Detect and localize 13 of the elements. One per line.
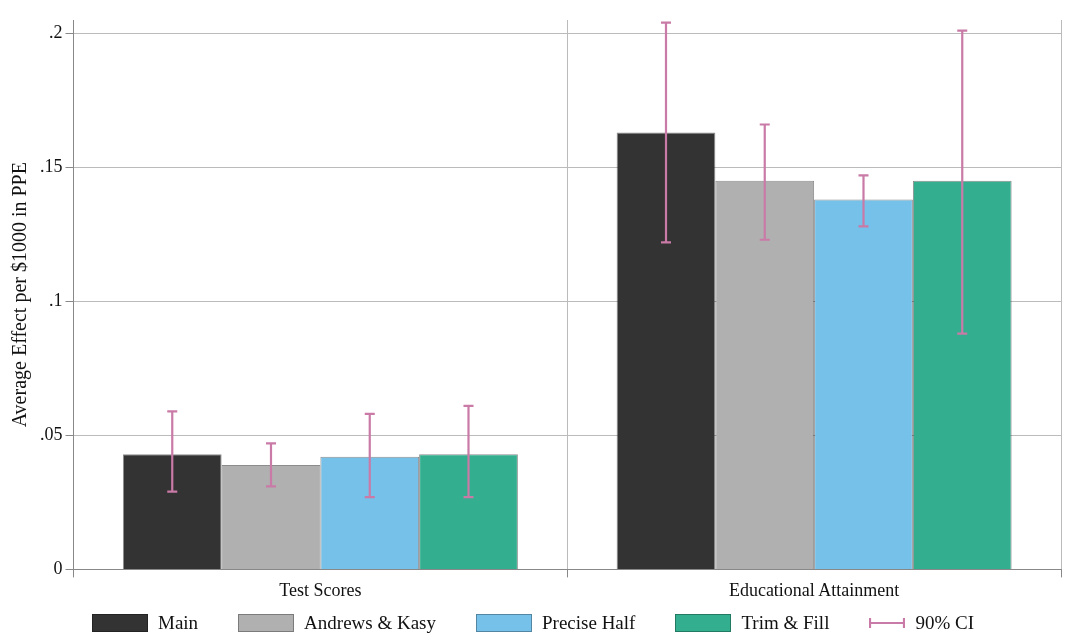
y-tick-label: .2 (49, 22, 63, 43)
y-tick-label: .05 (40, 424, 63, 445)
y-axis-title: Average Effect per $1000 in PPE (8, 162, 32, 428)
legend-label: Precise Half (542, 612, 636, 634)
x-tick-label: Educational Attainment (728, 579, 900, 600)
legend-label: Andrews & Kasy (304, 612, 437, 634)
text: 90% CI (915, 612, 975, 634)
x-tick-label: Test Scores (279, 579, 362, 600)
y-tick-label: .15 (40, 156, 63, 177)
legend-label: Main (157, 612, 199, 634)
legend-label: Trim & Fill (741, 612, 830, 634)
y-tick-label: .1 (49, 290, 63, 311)
y-tick-label: 0 (53, 558, 63, 579)
